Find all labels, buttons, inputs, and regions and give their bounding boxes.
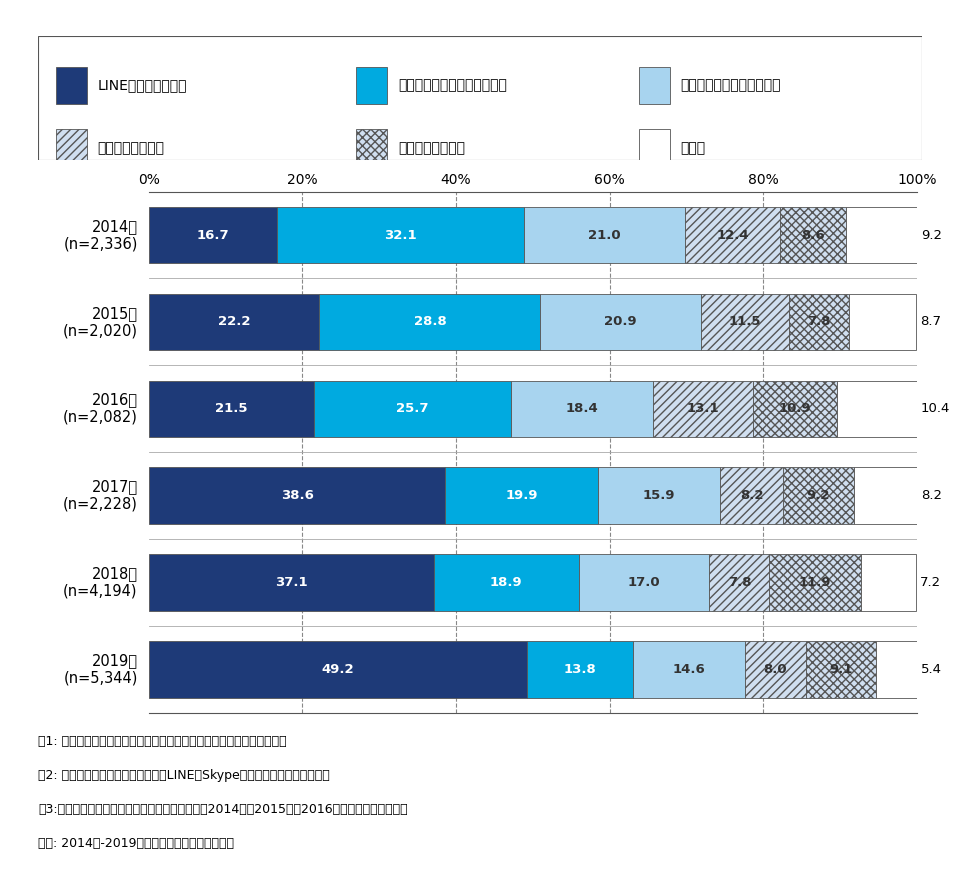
Text: 5.4: 5.4 <box>922 663 943 676</box>
Text: 注1: スマホ・ケータイ所有者で，それぞれの連絡相手がいる人が回答。: 注1: スマホ・ケータイ所有者で，それぞれの連絡相手がいる人が回答。 <box>38 735 287 748</box>
Text: 8.2: 8.2 <box>921 489 942 503</box>
Text: 13.8: 13.8 <box>564 663 596 676</box>
Text: 37.1: 37.1 <box>275 576 307 589</box>
Bar <box>701 294 789 350</box>
Bar <box>783 468 853 524</box>
Bar <box>149 294 320 350</box>
Text: LINEでのメッセージ: LINEでのメッセージ <box>98 78 187 93</box>
Bar <box>754 380 837 437</box>
FancyBboxPatch shape <box>639 67 670 104</box>
Text: 7.8: 7.8 <box>807 315 831 329</box>
Text: 21.0: 21.0 <box>588 228 620 241</box>
Text: 8.7: 8.7 <box>920 315 941 329</box>
Text: 14.6: 14.6 <box>672 663 705 676</box>
Bar <box>780 207 846 263</box>
Bar <box>314 380 512 437</box>
Text: 7.8: 7.8 <box>728 576 751 589</box>
Text: 8.2: 8.2 <box>740 489 763 503</box>
Bar <box>598 468 720 524</box>
Bar <box>846 207 917 263</box>
Text: 7.2: 7.2 <box>920 576 941 589</box>
Text: 13.1: 13.1 <box>686 402 719 415</box>
Bar <box>633 642 745 698</box>
Bar <box>876 642 918 698</box>
Text: 10.9: 10.9 <box>779 402 811 415</box>
Bar <box>853 468 917 524</box>
Bar <box>806 642 876 698</box>
Text: 16.7: 16.7 <box>197 228 229 241</box>
Text: 9.2: 9.2 <box>921 228 942 241</box>
Bar <box>523 207 684 263</box>
Text: 38.6: 38.6 <box>280 489 314 503</box>
Text: 9.2: 9.2 <box>806 489 830 503</box>
Bar <box>320 294 540 350</box>
Text: 8.6: 8.6 <box>802 228 825 241</box>
Bar <box>769 554 861 610</box>
Bar <box>512 380 653 437</box>
Text: 9.1: 9.1 <box>829 663 852 676</box>
Text: 注2: スマホ・ケータイでの通話は，LINEやSkypeなどを用いた通話も含む。: 注2: スマホ・ケータイでの通話は，LINEやSkypeなどを用いた通話も含む。 <box>38 769 330 782</box>
Text: 注3:「その他」は「パソコンを用いたメール」と2014年，2015年，2016年は「手紙」を含む。: 注3:「その他」は「パソコンを用いたメール」と2014年，2015年，2016年… <box>38 803 408 816</box>
Text: スマホ・ケータイでのメール: スマホ・ケータイでのメール <box>397 78 507 93</box>
Text: 12.4: 12.4 <box>716 228 749 241</box>
Bar <box>850 294 916 350</box>
Bar <box>789 294 850 350</box>
Text: 19.9: 19.9 <box>505 489 538 503</box>
Text: スマホ・ケータイでの通話: スマホ・ケータイでの通話 <box>681 78 781 93</box>
Bar <box>149 207 277 263</box>
Text: 21.5: 21.5 <box>215 402 248 415</box>
Bar <box>653 380 754 437</box>
FancyBboxPatch shape <box>356 67 387 104</box>
Text: 20.9: 20.9 <box>605 315 637 329</box>
Bar <box>720 468 783 524</box>
Text: その他: その他 <box>681 141 706 155</box>
Text: 22.2: 22.2 <box>218 315 251 329</box>
Bar <box>684 207 780 263</box>
Bar <box>540 294 701 350</box>
FancyBboxPatch shape <box>639 129 670 167</box>
Text: 17.0: 17.0 <box>628 576 660 589</box>
Bar <box>745 642 806 698</box>
Bar <box>277 207 523 263</box>
Text: 11.9: 11.9 <box>799 576 831 589</box>
Bar <box>149 380 314 437</box>
Bar <box>149 642 527 698</box>
Bar <box>527 642 633 698</box>
Bar <box>579 554 709 610</box>
FancyBboxPatch shape <box>38 36 922 160</box>
Bar <box>837 380 917 437</box>
Text: 固定電話での通話: 固定電話での通話 <box>98 141 164 155</box>
FancyBboxPatch shape <box>356 129 387 167</box>
Text: 8.0: 8.0 <box>763 663 787 676</box>
Text: 15.9: 15.9 <box>643 489 676 503</box>
Text: 18.4: 18.4 <box>565 402 598 415</box>
Text: 11.5: 11.5 <box>729 315 761 329</box>
FancyBboxPatch shape <box>56 129 87 167</box>
Bar <box>434 554 579 610</box>
Text: 18.9: 18.9 <box>490 576 522 589</box>
Text: 49.2: 49.2 <box>322 663 354 676</box>
Text: 10.4: 10.4 <box>921 402 950 415</box>
Text: 直接会って伝える: 直接会って伝える <box>397 141 465 155</box>
Text: 25.7: 25.7 <box>396 402 429 415</box>
FancyBboxPatch shape <box>56 67 87 104</box>
Text: 28.8: 28.8 <box>414 315 446 329</box>
Text: 32.1: 32.1 <box>384 228 417 241</box>
Bar <box>445 468 598 524</box>
Bar <box>861 554 916 610</box>
Bar <box>709 554 769 610</box>
Bar <box>149 554 434 610</box>
Bar <box>149 468 445 524</box>
Text: 出所: 2014年-2019年一般向けモバイル動向調査: 出所: 2014年-2019年一般向けモバイル動向調査 <box>38 837 234 850</box>
